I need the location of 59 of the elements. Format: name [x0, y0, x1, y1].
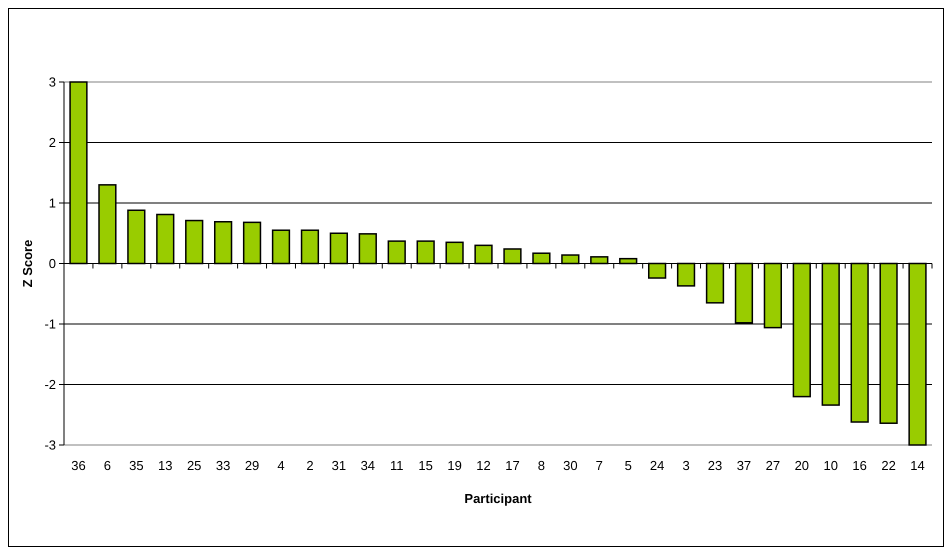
x-tick-label: 11 — [390, 458, 404, 473]
bar — [388, 240, 406, 264]
x-tick-label: 4 — [277, 458, 285, 473]
y-tick-label: -1 — [44, 316, 56, 332]
x-tick-label: 5 — [624, 458, 632, 473]
x-tick-label: 22 — [881, 458, 896, 473]
y-tick-label: 0 — [48, 256, 56, 272]
x-tick-label: 6 — [104, 458, 112, 473]
x-tick-label: 16 — [852, 458, 867, 473]
bar — [648, 262, 666, 279]
x-tick-label: 15 — [418, 458, 433, 473]
bar — [503, 248, 522, 264]
bar — [214, 221, 232, 264]
x-tick-label: 25 — [186, 458, 202, 473]
x-tick-label: 10 — [824, 458, 838, 473]
bar — [561, 254, 580, 264]
x-tick-label: 36 — [71, 458, 86, 473]
bar — [185, 220, 204, 264]
bar — [706, 262, 724, 304]
x-tick-label: 23 — [708, 458, 722, 473]
x-tick-label: 30 — [563, 458, 578, 473]
bar — [127, 210, 146, 264]
bar — [156, 214, 174, 264]
x-tick-label: 19 — [447, 458, 462, 473]
bar — [272, 229, 290, 264]
x-tick-label: 31 — [332, 458, 346, 473]
x-tick-label: 27 — [766, 458, 780, 473]
y-tick-label: 1 — [48, 196, 56, 211]
x-tick-label: 35 — [129, 458, 144, 473]
bar — [242, 222, 262, 264]
x-tick-label: 24 — [650, 458, 664, 473]
bar — [590, 256, 608, 264]
y-tick-label: 2 — [48, 135, 56, 150]
x-tick-label: 8 — [538, 458, 546, 473]
x-tick-label: 2 — [306, 458, 314, 473]
bar — [416, 240, 435, 264]
bar — [474, 244, 493, 264]
x-tick-label: 17 — [505, 458, 520, 473]
bar — [300, 229, 320, 264]
x-tick-label: 12 — [476, 458, 491, 473]
x-tick-label: 33 — [216, 458, 230, 473]
y-tick-label: -3 — [44, 438, 56, 453]
bar — [358, 233, 377, 264]
x-axis-title: Participant — [464, 491, 532, 506]
bar — [330, 232, 348, 264]
y-axis-title: Z Score — [20, 240, 35, 288]
x-tick-label: 37 — [736, 458, 752, 473]
bar — [532, 252, 551, 264]
bar — [676, 262, 696, 287]
x-tick-label: 7 — [596, 458, 603, 473]
x-tick-label: 29 — [244, 458, 260, 473]
x-tick-label: 13 — [158, 458, 172, 473]
bar — [445, 242, 464, 264]
x-tick-label: 20 — [794, 458, 810, 473]
y-tick-label: -2 — [44, 377, 56, 392]
y-tick-label: 3 — [48, 74, 56, 90]
x-tick-label: 14 — [910, 458, 925, 473]
x-tick-label: 34 — [360, 458, 376, 473]
x-tick-label: 3 — [682, 458, 690, 473]
